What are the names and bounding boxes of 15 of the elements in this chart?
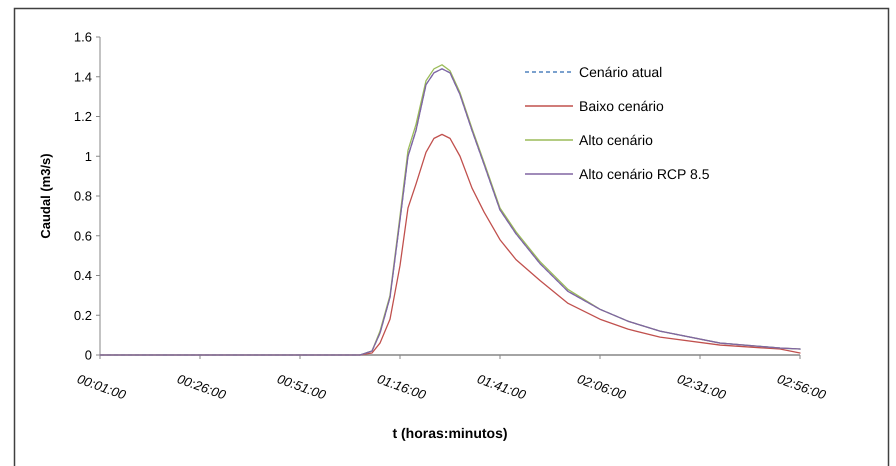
legend-label: Alto cenário: [579, 132, 654, 148]
y-tick-label: 1.6: [74, 30, 92, 45]
y-axis-title: Caudal (m3/s): [38, 153, 53, 239]
y-tick-label: 0: [84, 348, 92, 363]
y-tick-label: 0.2: [74, 308, 92, 323]
y-tick-label: 0.4: [74, 268, 92, 284]
x-axis-title: t (horas:minutos): [392, 425, 508, 441]
legend-label: Baixo cenário: [579, 98, 664, 114]
y-tick-label: 0.6: [74, 228, 92, 244]
legend-label: Alto cenário RCP 8.5: [579, 166, 710, 182]
y-tick-label: 0.8: [74, 188, 92, 204]
legend-label: Cenário atual: [579, 64, 662, 80]
y-tick-label: 1.2: [74, 109, 92, 124]
y-tick-label: 1: [84, 148, 92, 164]
y-tick-label: 1.4: [74, 69, 92, 84]
